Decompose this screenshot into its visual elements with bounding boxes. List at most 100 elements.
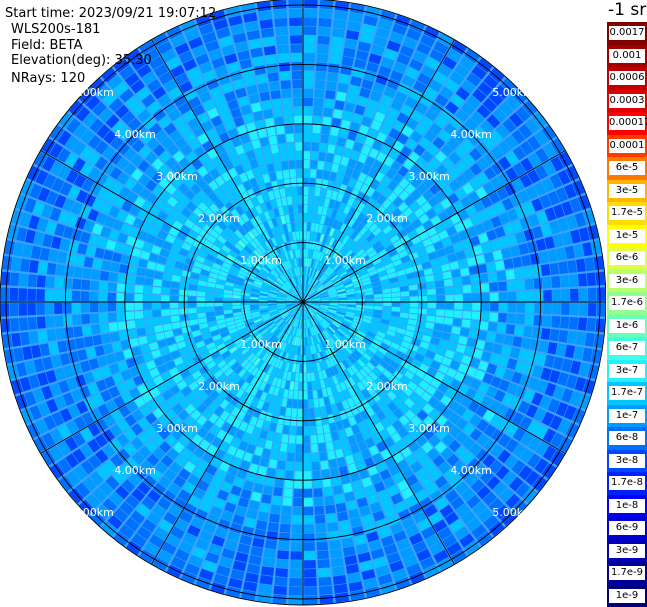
range-gate bbox=[45, 369, 57, 384]
range-gate bbox=[45, 276, 55, 288]
range-gate bbox=[240, 330, 249, 338]
range-gate bbox=[400, 375, 411, 386]
range-gate bbox=[470, 111, 485, 125]
range-gate bbox=[277, 550, 289, 560]
range-gate bbox=[486, 229, 498, 241]
range-gate bbox=[300, 249, 303, 258]
range-gate bbox=[290, 308, 297, 315]
range-gate bbox=[244, 361, 253, 371]
range-gate bbox=[293, 488, 303, 498]
range-gate bbox=[462, 423, 475, 436]
range-gate bbox=[397, 365, 407, 375]
range-gate bbox=[367, 99, 379, 111]
range-gate bbox=[303, 299, 311, 302]
range-gate bbox=[170, 350, 181, 360]
range-gate bbox=[252, 537, 265, 548]
range-gate bbox=[494, 333, 505, 344]
range-gate bbox=[336, 311, 346, 316]
range-gate bbox=[364, 107, 376, 119]
range-gate bbox=[266, 431, 275, 441]
range-gate bbox=[169, 295, 179, 302]
colorbar-tick-label: 6e-6 bbox=[609, 251, 645, 266]
range-gate bbox=[297, 302, 303, 309]
range-gate bbox=[273, 487, 283, 497]
range-gate bbox=[325, 90, 336, 100]
range-gate bbox=[511, 460, 526, 475]
range-gate bbox=[132, 409, 144, 422]
range-gate bbox=[286, 303, 295, 306]
range-gate bbox=[54, 395, 67, 410]
range-gate bbox=[364, 457, 375, 468]
range-gate bbox=[80, 360, 91, 373]
range-gate bbox=[440, 198, 452, 210]
range-gate bbox=[319, 262, 325, 272]
range-gate bbox=[547, 249, 558, 262]
range-gate bbox=[304, 560, 316, 569]
range-gate bbox=[369, 502, 382, 513]
colorbar-swatch: 1e-7 bbox=[607, 404, 647, 428]
range-gate bbox=[96, 504, 112, 520]
range-gate bbox=[298, 213, 303, 222]
range-gate bbox=[245, 394, 255, 405]
range-gate bbox=[454, 187, 467, 200]
range-gate bbox=[434, 115, 448, 129]
range-gate bbox=[320, 298, 329, 301]
range-gate bbox=[360, 255, 370, 263]
range-gate bbox=[330, 45, 343, 56]
range-gate bbox=[480, 312, 490, 321]
range-gate bbox=[317, 205, 323, 215]
range-gate bbox=[543, 290, 552, 301]
range-gate bbox=[89, 302, 99, 313]
range-gate bbox=[331, 36, 344, 47]
range-gate bbox=[282, 98, 292, 107]
range-gate bbox=[179, 314, 189, 321]
range-gate bbox=[325, 504, 336, 514]
range-gate bbox=[214, 306, 224, 311]
range-gate bbox=[365, 219, 374, 229]
colorbar-tick-label: 3e-5 bbox=[609, 183, 645, 198]
range-gate bbox=[266, 531, 278, 541]
range-gate bbox=[340, 474, 351, 485]
range-gate bbox=[494, 201, 506, 215]
range-gate bbox=[415, 225, 426, 235]
range-gate bbox=[474, 369, 486, 381]
range-gate bbox=[335, 231, 343, 241]
range-gate bbox=[379, 163, 390, 175]
range-gate bbox=[404, 495, 418, 508]
range-gate bbox=[303, 426, 310, 436]
range-gate bbox=[316, 312, 325, 319]
range-gate bbox=[311, 142, 320, 152]
range-gate bbox=[251, 367, 259, 376]
range-gate bbox=[291, 542, 302, 551]
range-gate bbox=[544, 354, 555, 368]
range-gate bbox=[255, 418, 264, 429]
range-gate bbox=[327, 522, 339, 532]
range-gate bbox=[361, 429, 371, 440]
range-gate bbox=[469, 428, 483, 442]
range-gate bbox=[259, 371, 267, 381]
range-gate bbox=[341, 194, 350, 205]
range-gate bbox=[99, 323, 110, 334]
range-gate bbox=[305, 310, 309, 319]
range-gate bbox=[561, 231, 573, 246]
range-gate bbox=[318, 568, 331, 578]
range-gate bbox=[436, 248, 447, 258]
range-gate bbox=[333, 109, 343, 119]
range-gate bbox=[506, 358, 518, 370]
range-gate bbox=[505, 423, 519, 437]
range-gate bbox=[410, 415, 422, 427]
range-gate bbox=[257, 337, 265, 346]
range-gate bbox=[328, 377, 335, 387]
range-gate bbox=[332, 345, 340, 354]
range-gate bbox=[469, 442, 482, 456]
range-gate bbox=[390, 493, 404, 505]
colorbar-tick-label: 6e-7 bbox=[609, 341, 645, 356]
range-gate bbox=[276, 35, 289, 45]
range-gate bbox=[406, 246, 417, 255]
range-gate bbox=[514, 325, 524, 336]
range-gate bbox=[386, 168, 397, 180]
range-gate bbox=[547, 398, 560, 414]
range-gate bbox=[517, 400, 530, 415]
range-gate bbox=[199, 439, 211, 451]
range-gate bbox=[584, 332, 595, 347]
